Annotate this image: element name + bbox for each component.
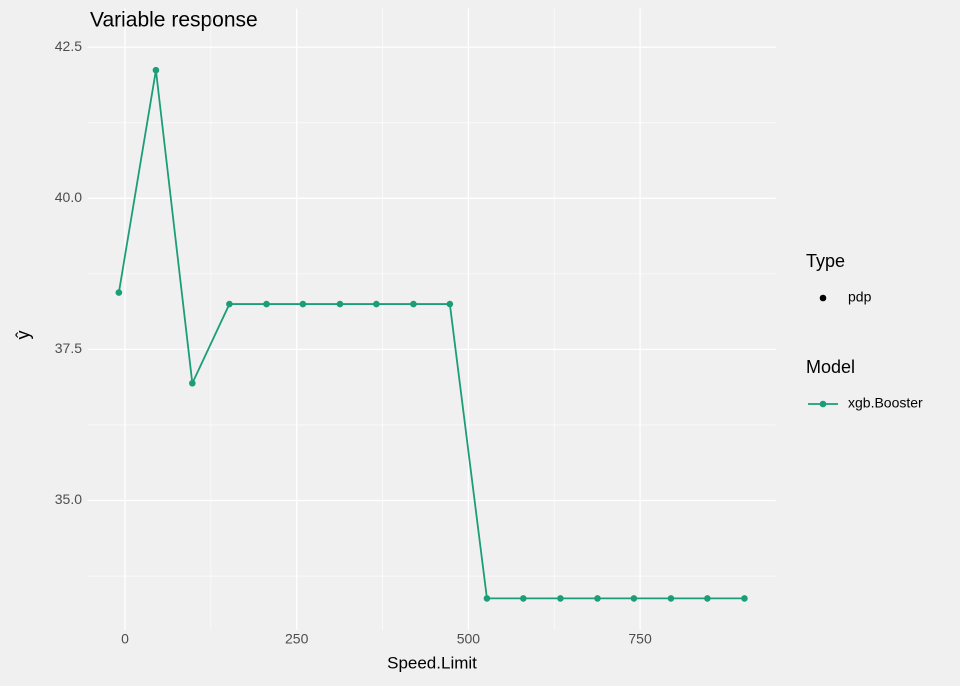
legend-label: xgb.Booster [848,395,923,411]
legend-point [819,294,827,302]
legend-title: Model [806,357,855,377]
point [667,595,675,602]
point [263,300,270,308]
point [189,379,196,387]
point [373,300,380,308]
y-tick-label: 40.0 [55,189,82,205]
x-tick-label: 500 [457,631,481,647]
point [226,300,233,308]
point [520,595,527,602]
y-tick-label: 37.5 [55,340,82,356]
chart-title: Variable response [90,9,258,32]
y-tick-label: 42.5 [55,38,82,54]
x-tick-label: 750 [628,631,652,647]
x-tick-label: 250 [285,631,309,647]
legend-label: pdp [848,289,872,305]
point [410,300,417,308]
y-axis-title: ŷ [13,331,33,340]
point [741,595,748,602]
point [630,595,638,602]
series-line [117,70,745,600]
y-tick-label: 35.0 [55,491,82,507]
legend-point [819,400,827,408]
point [446,300,454,308]
point [483,595,491,602]
point [115,289,123,296]
x-axis-title: Speed.Limit [387,653,477,672]
point [594,595,601,602]
point [336,300,344,308]
point [557,595,564,602]
point [299,300,307,308]
point [704,595,711,602]
legend-title: Type [806,251,845,271]
point [152,66,160,74]
x-tick-label: 0 [121,631,129,647]
